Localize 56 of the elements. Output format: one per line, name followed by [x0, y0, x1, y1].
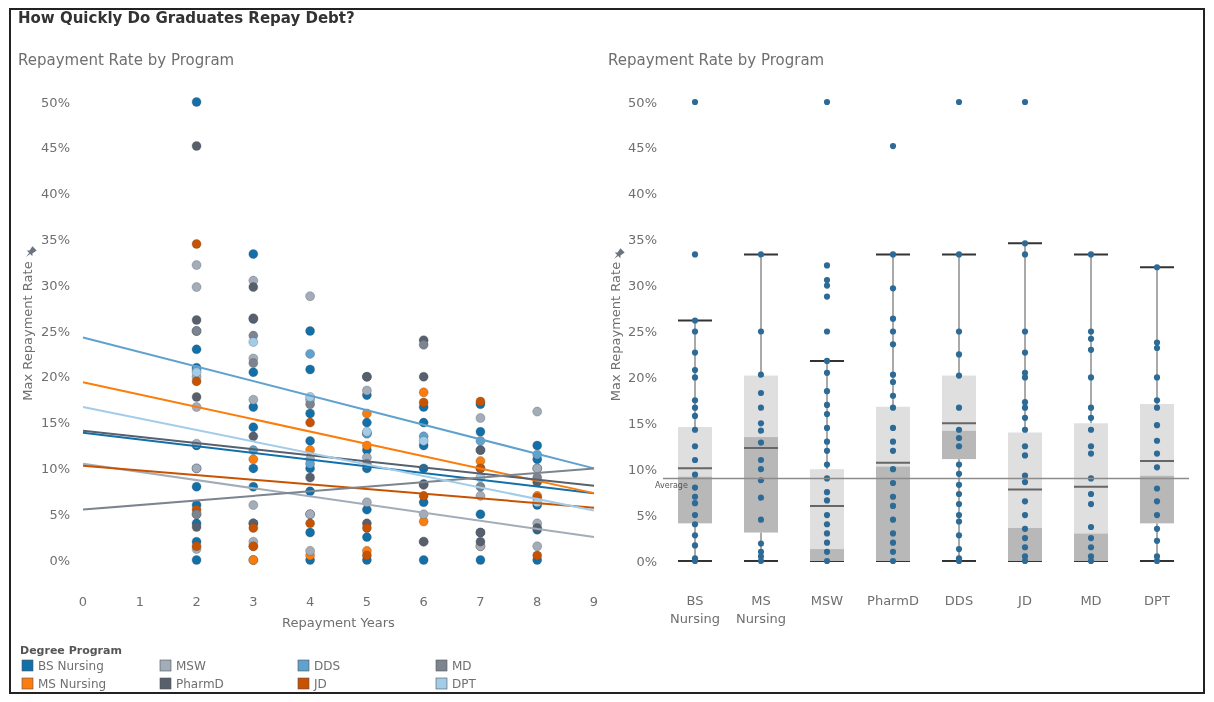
x-tick-label: MS Nursing	[735, 593, 787, 626]
y-tick-label: 35%	[41, 231, 70, 247]
y-tick-label: 0%	[49, 552, 70, 568]
y-tick-label: 50%	[628, 94, 657, 110]
x-tick-label: 0	[78, 594, 88, 609]
x-tick-label: 2	[192, 594, 201, 609]
y-tick-label: 35%	[628, 232, 657, 248]
chart-title: Repayment Rate by Program	[608, 51, 825, 69]
x-tick-label: 9	[589, 594, 599, 609]
x-tick-label: PharmD	[867, 593, 919, 608]
y-axis-title: Max Repayment Rate	[20, 261, 35, 401]
legend-label: DPT	[452, 677, 477, 691]
legend-label: MD	[452, 659, 472, 673]
y-tick-label: 45%	[41, 140, 70, 156]
legend-title: Degree Program	[20, 644, 122, 657]
y-tick-label: 20%	[41, 369, 70, 385]
y-tick-label: 15%	[41, 415, 70, 431]
y-tick-label: 10%	[41, 460, 70, 476]
y-tick-label: 25%	[41, 323, 70, 339]
y-tick-label: 5%	[636, 507, 657, 523]
y-tick-label: 50%	[41, 94, 70, 110]
x-tick-label: DDS	[944, 593, 974, 608]
x-tick-label: 8	[533, 594, 542, 609]
y-tick-label: 25%	[628, 324, 657, 340]
legend-label: PharmD	[176, 677, 224, 691]
x-tick-label: 1	[135, 594, 144, 609]
x-tick-label: MSW	[810, 593, 844, 608]
x-tick-label: 4	[305, 594, 315, 609]
x-tick-label: 3	[249, 594, 258, 609]
legend-label: MS Nursing	[38, 677, 107, 691]
x-tick-label: MD	[1080, 593, 1102, 608]
x-tick-label: DPT	[1144, 593, 1170, 608]
y-tick-label: 5%	[49, 506, 70, 522]
ref-line-label: Average	[655, 481, 688, 491]
y-tick-label: 45%	[628, 140, 657, 156]
y-axis-title: Max Repayment Rate	[608, 261, 623, 402]
legend-label: DDS	[314, 659, 341, 673]
y-tick-label: 10%	[628, 461, 657, 477]
x-tick-label: 6	[419, 594, 428, 609]
x-tick-label: JD	[1017, 593, 1032, 608]
y-tick-label: 30%	[41, 277, 70, 293]
y-tick-label: 0%	[636, 553, 657, 569]
legend-label: MSW	[176, 659, 206, 673]
chart-title: How Quickly Do Graduates Repay Debt?	[18, 9, 355, 27]
legend-label: JD	[313, 677, 327, 691]
x-tick-label: 5	[362, 594, 372, 609]
chart-subtitle: Repayment Rate by Program	[18, 51, 235, 69]
x-tick-label: 7	[476, 594, 485, 609]
y-tick-label: 40%	[628, 186, 657, 202]
y-tick-label: 30%	[628, 278, 657, 294]
y-tick-label: 40%	[41, 186, 70, 202]
legend-label: BS Nursing	[38, 659, 104, 673]
y-tick-label: 20%	[628, 369, 657, 385]
x-tick-label: BS Nursing	[669, 593, 721, 626]
x-axis-title: Repayment Years	[282, 615, 396, 630]
y-tick-label: 15%	[628, 415, 657, 431]
